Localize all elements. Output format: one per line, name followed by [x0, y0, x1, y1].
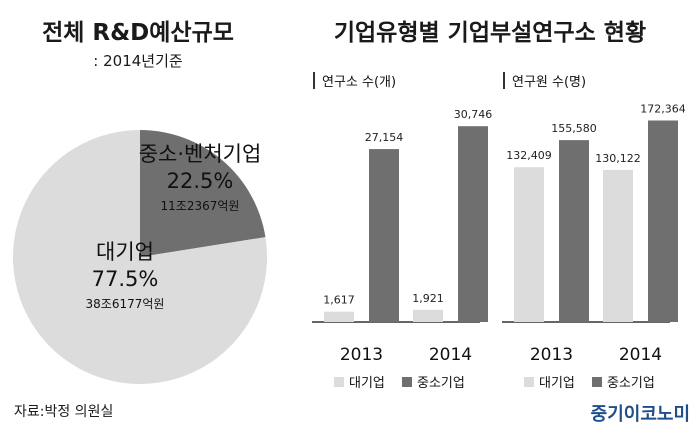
bar	[458, 126, 488, 322]
brand-logo: 중기이코노미	[591, 404, 690, 425]
bar-chart-labs: 연구소 수(개) 1,617 27,154 2013 1,921 30,746 2014 대기…	[312, 72, 492, 391]
bar	[514, 167, 544, 322]
bar-value-label: 155,580	[551, 122, 597, 135]
legend-label: 중소기업	[417, 376, 465, 391]
bar-value-label: 27,154	[365, 131, 404, 144]
source-note: 자료:박정 의원실	[14, 404, 113, 420]
chart-title: 연구소 수(개)	[322, 75, 396, 90]
pie-slice-percent: 77.5%	[92, 267, 159, 291]
bar-value-label: 30,746	[454, 108, 493, 121]
pie-slice-amount: 38조6177억원	[86, 297, 165, 311]
pie-slice	[140, 130, 266, 257]
category-label: 2014	[429, 345, 472, 365]
bar	[559, 140, 589, 322]
pie-slice-name: 대기업	[96, 240, 154, 264]
pie-slice-percent: 22.5%	[167, 169, 234, 193]
bar-value-label: 172,364	[640, 102, 686, 115]
legend-label: 대기업	[539, 376, 575, 391]
legend-label: 중소기업	[607, 376, 655, 391]
legend-swatch	[524, 377, 534, 387]
bar	[369, 149, 399, 322]
bar	[324, 311, 354, 322]
category-label: 2013	[340, 345, 383, 365]
chart-title: 연구원 수(명)	[512, 75, 586, 90]
category-label: 2013	[530, 345, 573, 365]
bar-panel-title: 기업유형별 기업부설연구소 현황	[334, 20, 646, 46]
pie-slice-amount: 11조2367억원	[161, 199, 240, 213]
bar	[603, 169, 633, 322]
bar	[413, 309, 443, 322]
chart-title-marker	[503, 72, 505, 89]
category-label: 2014	[619, 345, 662, 365]
bar-value-label: 130,122	[595, 152, 641, 165]
bar	[648, 120, 678, 323]
bar-chart-researchers: 연구원 수(명) 132,409 155,580 2013 130,122 172,364…	[502, 72, 686, 391]
bar-value-label: 1,617	[323, 294, 355, 307]
pie-slice-name: 중소·벤처기업	[139, 142, 262, 166]
pie-slice	[13, 130, 268, 385]
legend-label: 대기업	[349, 376, 385, 391]
legend-swatch	[334, 377, 344, 387]
legend-swatch	[592, 377, 602, 387]
pie-title: 전체 R&D예산규모	[42, 20, 234, 46]
legend-swatch	[402, 377, 412, 387]
chart-title-marker	[313, 72, 315, 89]
bar-value-label: 132,409	[506, 149, 552, 162]
pie-subtitle: : 2014년기준	[93, 52, 183, 70]
bar-value-label: 1,921	[412, 292, 444, 305]
